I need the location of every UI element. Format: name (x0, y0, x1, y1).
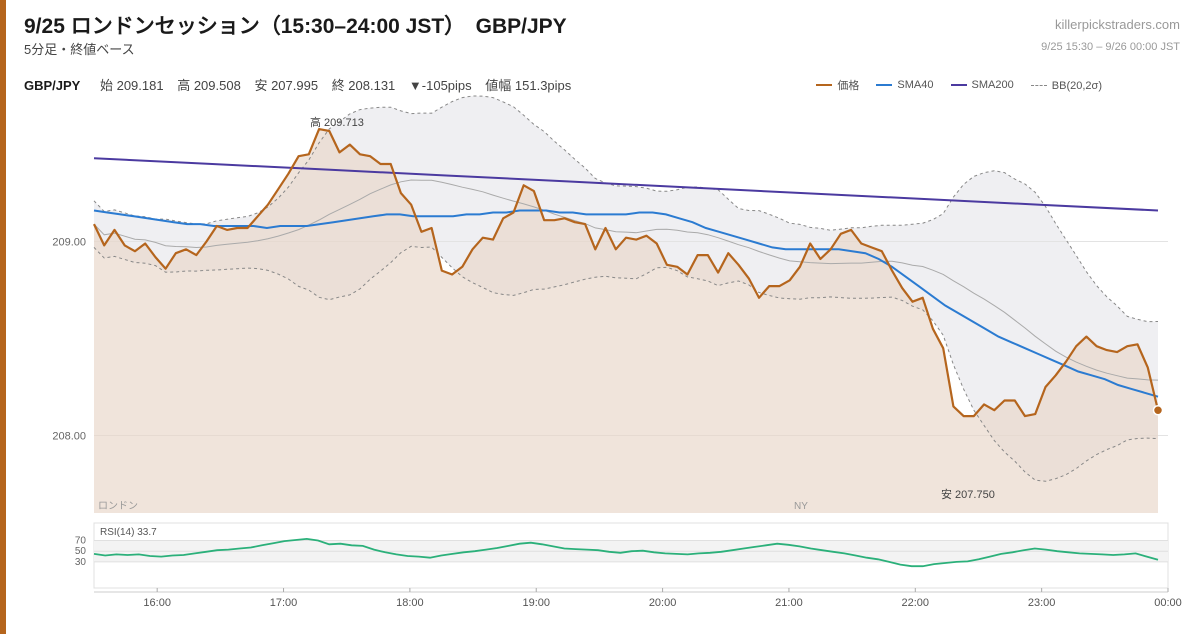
bb-band-fill (94, 96, 1158, 482)
rsi-tick-label: 30 (75, 557, 87, 568)
legend-price-label: 価格 (837, 80, 860, 92)
bb-lower-line (93, 245, 1159, 482)
rsi-panel (93, 522, 1169, 589)
price-line (93, 128, 1160, 418)
stat-range: 値幅 151.3pips (485, 78, 572, 93)
stat-change: ▼-105pips (408, 78, 472, 93)
page-subtitle: 5分足・終値ベース (24, 42, 135, 57)
rsi-line (93, 537, 1159, 568)
stat-close: 終 208.131 (331, 78, 396, 93)
legend-sma40-swatch (876, 84, 893, 86)
x-tick-label: 19:00 (522, 597, 550, 609)
high-annotation: 高 209.713 (310, 115, 364, 129)
stat-high: 高 209.508 (177, 78, 241, 93)
x-tick-label: 23:00 (1028, 597, 1056, 609)
rsi-band (94, 540, 1168, 562)
stats-bar: GBP/JPY 始 209.181 高 209.508 安 207.995 終 … (24, 75, 581, 94)
legend-sma200-label: SMA200 (971, 79, 1014, 91)
sma40-line (93, 209, 1159, 398)
legend-bb-label: BB(20,2σ) (1051, 79, 1102, 92)
session-label-ny: NY (794, 501, 808, 512)
page-title: 9/25 ロンドンセッション（15:30–24:00 JST） GBP/JPY (24, 15, 567, 38)
x-tick-label: 20:00 (649, 597, 677, 609)
x-tick-label: 00:00 (1154, 597, 1182, 609)
legend-price-swatch (816, 84, 833, 86)
last-price-marker (1152, 404, 1164, 416)
pair-label: GBP/JPY (24, 78, 81, 93)
x-tick-label: 22:00 (902, 597, 930, 609)
x-tick-label: 16:00 (143, 597, 171, 609)
x-tick-label: 17:00 (270, 597, 298, 609)
legend-bb: BB(20,2σ) (1030, 79, 1102, 92)
sma200-line (93, 157, 1159, 212)
accent-bar (0, 0, 6, 634)
site-name: killerpickstraders.com (1055, 17, 1180, 32)
bb-middle-line (93, 179, 1159, 381)
chart-legend: 価格 SMA40 SMA200 BB(20,2σ) (802, 77, 1102, 93)
legend-sma40-label: SMA40 (897, 79, 934, 91)
plot-area (94, 100, 1168, 513)
legend-sma200-swatch (950, 84, 967, 86)
stat-low: 安 207.995 (254, 78, 319, 93)
y-tick-label: 208.00 (52, 430, 86, 442)
legend-price: 価格 (816, 77, 859, 93)
x-tick-label: 21:00 (775, 597, 803, 609)
rsi-label: RSI(14) 33.7 (100, 527, 157, 538)
bb-upper-line (93, 95, 1159, 323)
time-range: 9/25 15:30 – 9/26 00:00 JST (1041, 41, 1180, 53)
rsi-tick-label: 70 (75, 536, 87, 547)
y-tick-label: 209.00 (52, 237, 86, 249)
stat-open: 始 209.181 (99, 78, 164, 93)
session-label-london: ロンドン (98, 501, 138, 512)
x-tick-label: 18:00 (396, 597, 424, 609)
rsi-tick-label: 50 (75, 546, 87, 557)
legend-bb-swatch (1030, 85, 1047, 86)
legend-sma200: SMA200 (950, 79, 1014, 91)
legend-sma40: SMA40 (876, 79, 933, 91)
low-annotation: 安 207.750 (941, 487, 995, 501)
price-area-fill (94, 129, 1158, 513)
